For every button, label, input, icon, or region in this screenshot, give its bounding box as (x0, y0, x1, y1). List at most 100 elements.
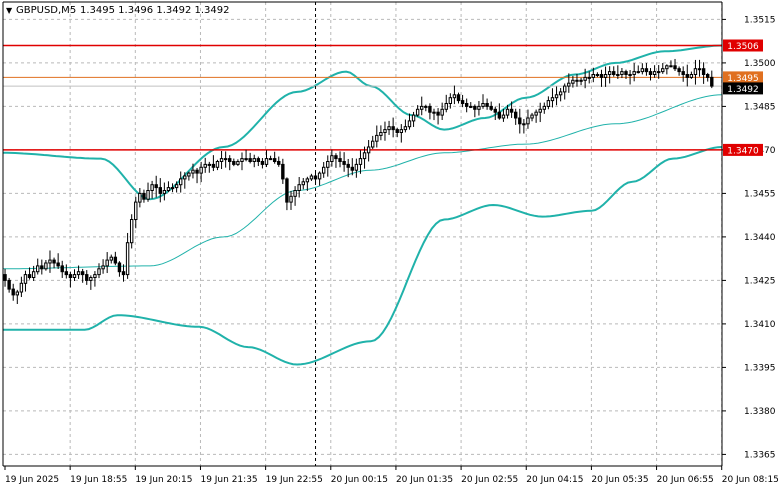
candle-bull (469, 105, 473, 108)
candle-bull (223, 158, 228, 161)
candle-bear (395, 129, 399, 134)
candle-bear (706, 74, 710, 78)
candle-bear (272, 158, 277, 163)
y-tick-label: 1.3365 (744, 450, 776, 460)
candle-bull (656, 71, 661, 74)
candle-bear (228, 158, 232, 163)
candle-bear (644, 68, 649, 73)
candle-bull (183, 175, 187, 180)
candle-bear (64, 271, 69, 276)
header-ohlc: 1.3495 1.3496 1.3492 1.3492 (80, 5, 230, 16)
candle-bull (432, 111, 436, 114)
candle-bull (366, 146, 371, 154)
candle-bull (689, 74, 694, 78)
candle-bull (105, 259, 109, 267)
level-1-3506-label: 1.3506 (727, 42, 759, 52)
candle-bear (3, 274, 7, 281)
candle-bull (101, 265, 105, 270)
header-symbol: GBPUSD,M5 (16, 5, 76, 16)
candle-bear (428, 105, 432, 113)
candle-bull (526, 117, 530, 125)
candle-bull (252, 158, 256, 163)
candle-bull (575, 79, 579, 82)
candle-bull (558, 91, 563, 96)
axes: 1.3515 1.3500 1.3485 1.3470 1.3455 1.3440 1.34… (2, 1, 779, 485)
candle-bull (403, 126, 408, 131)
candle-bull (305, 178, 310, 183)
candle-bull (219, 158, 224, 163)
level-1-3470-label-bg (723, 143, 763, 156)
candle-bear (710, 76, 714, 87)
candle-bull (595, 74, 600, 76)
candle-bear (85, 274, 89, 281)
candle-bear (40, 265, 44, 270)
level-1-3470-label: 1.3470 (727, 146, 759, 156)
candle-bull (375, 134, 379, 142)
candle-bull (415, 108, 420, 116)
candle-bear (52, 259, 56, 264)
candle-bull (542, 105, 546, 110)
candle-bear (497, 111, 502, 119)
candle-bull (129, 219, 134, 244)
candle-bull (215, 161, 220, 168)
candle-bear (485, 103, 489, 107)
candle-bull (187, 172, 191, 177)
candle-bull (207, 163, 212, 166)
candle-bull (424, 105, 428, 108)
candle-bull (522, 123, 526, 126)
candle-bull (293, 190, 297, 197)
y-tick-label: 1.3485 (744, 102, 776, 112)
candle-bull (693, 68, 698, 75)
y-tick-label: 1.3380 (744, 407, 776, 417)
candle-bear (281, 163, 285, 180)
x-tick-label: 19 Jun 20:15 (135, 475, 192, 485)
candle-bear (68, 274, 73, 279)
candle-bull (72, 274, 77, 279)
candle-bull (571, 79, 575, 84)
candle-bull (546, 100, 551, 107)
candle-bull (383, 129, 387, 134)
y-tick-label: 1.3455 (744, 189, 776, 199)
x-tick-label: 20 Jun 06:55 (657, 475, 714, 485)
candle-bull (636, 71, 640, 74)
y-tick-label: 1.3410 (744, 320, 776, 330)
candle-bear (493, 108, 497, 113)
header-arrow-icon[interactable]: ▼ (6, 6, 13, 15)
candle-bear (256, 158, 261, 163)
candle-bull (616, 74, 620, 76)
candle-bear (673, 65, 677, 70)
candles (3, 58, 714, 304)
y-tick-label: 1.3440 (744, 233, 776, 243)
candle-bull (301, 181, 305, 186)
candle-bull (632, 71, 636, 75)
candle-bull (44, 262, 48, 270)
candle-bull (620, 71, 624, 75)
candle-bull (174, 184, 179, 189)
candle-bear (685, 74, 689, 78)
candle-bear (211, 163, 216, 168)
candle-bull (652, 71, 657, 75)
candle-bull (240, 158, 244, 163)
candle-bear (60, 265, 64, 273)
candle-bear (232, 161, 236, 165)
candle-bear (113, 256, 118, 264)
x-tick-label: 20 Jun 08:15 (722, 475, 779, 485)
candle-bull (97, 268, 101, 276)
candle-bull (203, 163, 207, 168)
candle-bull (330, 155, 334, 162)
candle-bull (607, 71, 612, 75)
candle-bear (154, 184, 158, 189)
candle-bull (48, 259, 52, 264)
candle-bear (117, 262, 122, 273)
candle-bear (56, 262, 60, 267)
candle-bull (554, 94, 559, 99)
x-tick-label: 20 Jun 01:35 (396, 475, 453, 485)
candle-bull (530, 114, 534, 119)
candle-bull (150, 184, 154, 191)
y-tick-label: 1.3425 (744, 276, 776, 286)
candle-bull (31, 271, 36, 279)
y-tick-label: 1.3500 (744, 59, 776, 69)
